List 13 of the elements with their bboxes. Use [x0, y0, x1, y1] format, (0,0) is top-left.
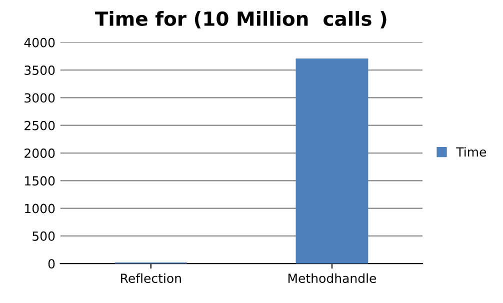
y-tick-label: 2000	[24, 148, 55, 158]
y-tick-label: 4000	[24, 38, 55, 48]
y-tick-label: 500	[32, 231, 55, 241]
x-tick-label: Reflection	[121, 273, 181, 284]
y-tick-label: 1500	[25, 176, 55, 186]
y-tick-label: 0	[48, 259, 55, 269]
chart-title: Time for (10 Million calls )	[95, 10, 386, 28]
x-tick-label: Methodhandle	[288, 273, 376, 284]
legend-label: Time	[456, 146, 486, 157]
y-tick-label: 3500	[24, 66, 55, 75]
y-tick-label: 1000	[25, 204, 55, 214]
y-tick-label: 2500	[24, 120, 55, 130]
y-tick-label: 3000	[24, 93, 55, 103]
